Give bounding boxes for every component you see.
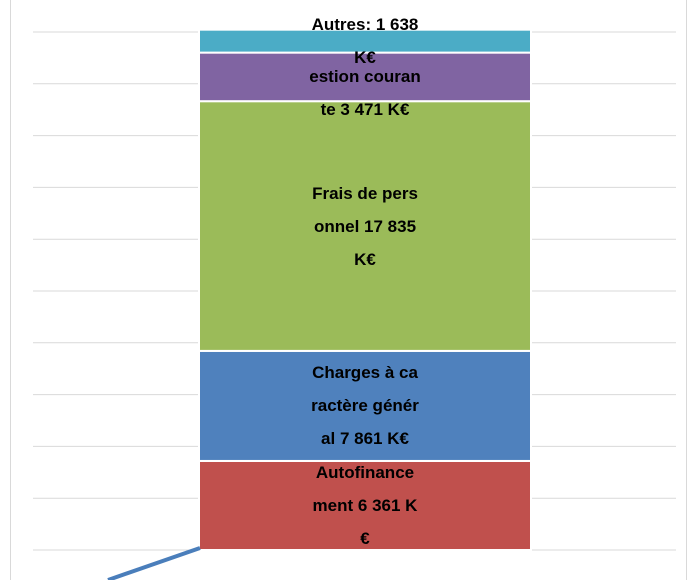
data-label: Autofinancement 6 361 K€ — [312, 462, 418, 548]
segment-label-box: Charges à caractère général 7 861 K€ — [311, 363, 419, 449]
segment-label-box: Autres: 1 638 K€ — [311, 15, 419, 68]
data-label: Autres: 1 638 K€ — [311, 15, 419, 68]
segment-label-box: Frais de personnel 17 835 K€ — [312, 183, 418, 269]
bar-segment — [198, 51, 532, 103]
bar-segment — [198, 459, 532, 552]
data-label: Frais de personnel 17 835 K€ — [312, 183, 418, 269]
bar-segment — [198, 349, 532, 462]
bar-segment — [198, 100, 532, 352]
data-label: Charges à caractère général 7 861 K€ — [311, 363, 419, 449]
chart-frame — [10, 0, 687, 580]
segment-label-box: Autofinancement 6 361 K€ — [312, 462, 418, 548]
bar-segment — [198, 28, 532, 54]
leader-line — [107, 546, 201, 580]
